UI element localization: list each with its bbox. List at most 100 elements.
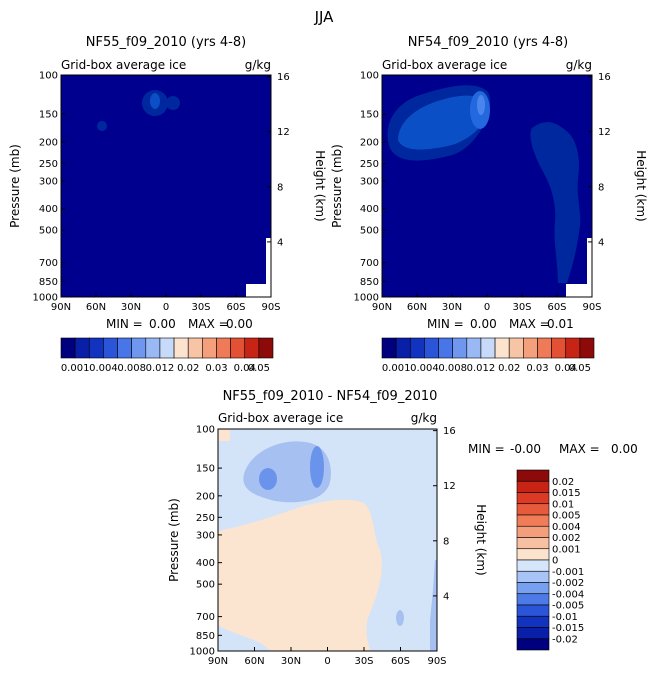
panel-3-contour xyxy=(218,429,230,441)
panel-1-plot-area xyxy=(61,75,271,297)
legend-swatch xyxy=(516,492,550,505)
legend-swatch xyxy=(74,337,90,359)
panel-1-ylabel: Pressure (mb) xyxy=(8,144,22,228)
panel-1-max-label: MAX = xyxy=(188,317,229,331)
y-tick-label: 700 xyxy=(360,258,379,269)
legend-swatch xyxy=(395,337,411,359)
panel-2-title: NF54_f09_2010 (yrs 4-8) xyxy=(408,35,568,50)
y-tick-label: 250 xyxy=(39,159,58,170)
legend-swatch xyxy=(159,337,175,359)
panel-1-y2label: Height (km) xyxy=(313,150,327,221)
x-tick-label: 90N xyxy=(372,302,392,313)
legend-swatch xyxy=(131,337,147,359)
y2-tick-label: 12 xyxy=(443,481,456,492)
panel-3: NF55_f09_2010 - NF54_f09_2010 Grid-box a… xyxy=(167,389,638,667)
legend-label: 0.004 xyxy=(89,363,118,374)
legend-label: -0.004 xyxy=(552,589,584,600)
legend-label: -0.001 xyxy=(552,567,584,578)
legend-swatch xyxy=(438,337,453,359)
page-title: JJA xyxy=(314,8,335,26)
legend-label: -0.005 xyxy=(552,601,584,612)
panel-2-y2label: Height (km) xyxy=(634,150,648,221)
y-tick-label: 150 xyxy=(39,110,58,121)
y2-tick-label: 4 xyxy=(598,237,604,248)
panel-3-contour xyxy=(310,446,324,488)
panel-3-contour xyxy=(396,610,404,626)
legend-label: 0.02 xyxy=(552,477,574,488)
legend-swatch xyxy=(516,593,550,606)
panel-1-topography-mask xyxy=(246,212,276,297)
legend-label: -0.015 xyxy=(552,623,584,634)
panel-3-max-value: 0.00 xyxy=(611,442,638,456)
legend-label: 0.001 xyxy=(382,363,411,374)
x-tick-label: 60N xyxy=(244,656,264,667)
y2-tick-label: 8 xyxy=(598,182,604,193)
legend-swatch xyxy=(173,337,189,359)
y-tick-label: 850 xyxy=(39,277,58,288)
legend-swatch xyxy=(216,337,231,359)
y-tick-label: 150 xyxy=(360,110,379,121)
x-tick-label: 60S xyxy=(391,656,410,667)
legend-label: 0.001 xyxy=(61,363,90,374)
panel-2-contour xyxy=(398,95,489,150)
legend-swatch xyxy=(480,337,496,359)
legend-swatch xyxy=(516,469,550,482)
x-tick-label: 90S xyxy=(582,302,601,313)
y-tick-label: 700 xyxy=(39,258,58,269)
y2-tick-label: 4 xyxy=(277,237,283,248)
x-tick-label: 0 xyxy=(324,656,330,667)
legend-label: 0.002 xyxy=(552,533,581,544)
panel-2-topography-mask xyxy=(566,212,597,297)
x-tick-label: 90N xyxy=(208,656,228,667)
panel-2-contour xyxy=(477,95,485,115)
panel-3-min-value: -0.00 xyxy=(510,442,541,456)
panel-1-right-label: g/kg xyxy=(245,58,271,72)
legend-swatch xyxy=(60,337,76,359)
legend-swatch xyxy=(551,337,567,359)
legend-label: 0.01 xyxy=(552,499,574,510)
legend-swatch xyxy=(381,337,397,359)
y-tick-label: 700 xyxy=(196,612,215,623)
y2-tick-label: 16 xyxy=(277,72,290,83)
legend-swatch xyxy=(452,337,468,359)
panel-1-left-label: Grid-box average ice xyxy=(61,58,186,72)
y-tick-label: 400 xyxy=(360,204,379,215)
legend-label: 0.008 xyxy=(117,363,146,374)
legend-swatch xyxy=(516,514,550,527)
x-tick-label: 90N xyxy=(51,302,71,313)
x-tick-label: 90S xyxy=(427,656,446,667)
legend-swatch xyxy=(409,337,425,359)
x-tick-label: 30S xyxy=(191,302,210,313)
legend-label: 0.012 xyxy=(146,363,175,374)
legend-label: 0.004 xyxy=(552,522,581,533)
y-tick-label: 400 xyxy=(39,204,58,215)
legend-swatch xyxy=(516,537,550,550)
panel-2-ylabel: Pressure (mb) xyxy=(330,144,344,228)
y-tick-label: 850 xyxy=(360,277,379,288)
panel-1-min-value: 0.00 xyxy=(149,317,176,331)
legend-label: 0 xyxy=(552,556,558,567)
panel-2: NF54_f09_2010 (yrs 4-8) Grid-box average… xyxy=(330,35,648,374)
y-tick-label: 1000 xyxy=(190,647,215,658)
legend-label: 0.004 xyxy=(410,363,439,374)
x-tick-label: 30S xyxy=(512,302,531,313)
legend-swatch xyxy=(516,604,550,617)
y-tick-label: 200 xyxy=(360,137,379,148)
legend-label: -0.02 xyxy=(552,634,578,645)
panel-1-contour xyxy=(150,93,160,109)
panel-3-contour xyxy=(218,499,382,651)
x-tick-label: 60N xyxy=(86,302,106,313)
panel-2-right-label: g/kg xyxy=(566,58,592,72)
legend-swatch xyxy=(516,615,550,628)
y-tick-label: 1000 xyxy=(33,293,58,304)
y-tick-label: 300 xyxy=(196,530,215,541)
panel-2-max-value: 0.01 xyxy=(547,317,574,331)
legend-swatch xyxy=(494,337,510,359)
y2-tick-label: 8 xyxy=(277,182,283,193)
legend-swatch xyxy=(508,337,524,359)
panel-2-min-value: 0.00 xyxy=(470,317,497,331)
panel-1-title: NF55_f09_2010 (yrs 4-8) xyxy=(86,35,246,50)
legend-swatch xyxy=(537,337,552,359)
y2-tick-label: 8 xyxy=(443,536,449,547)
